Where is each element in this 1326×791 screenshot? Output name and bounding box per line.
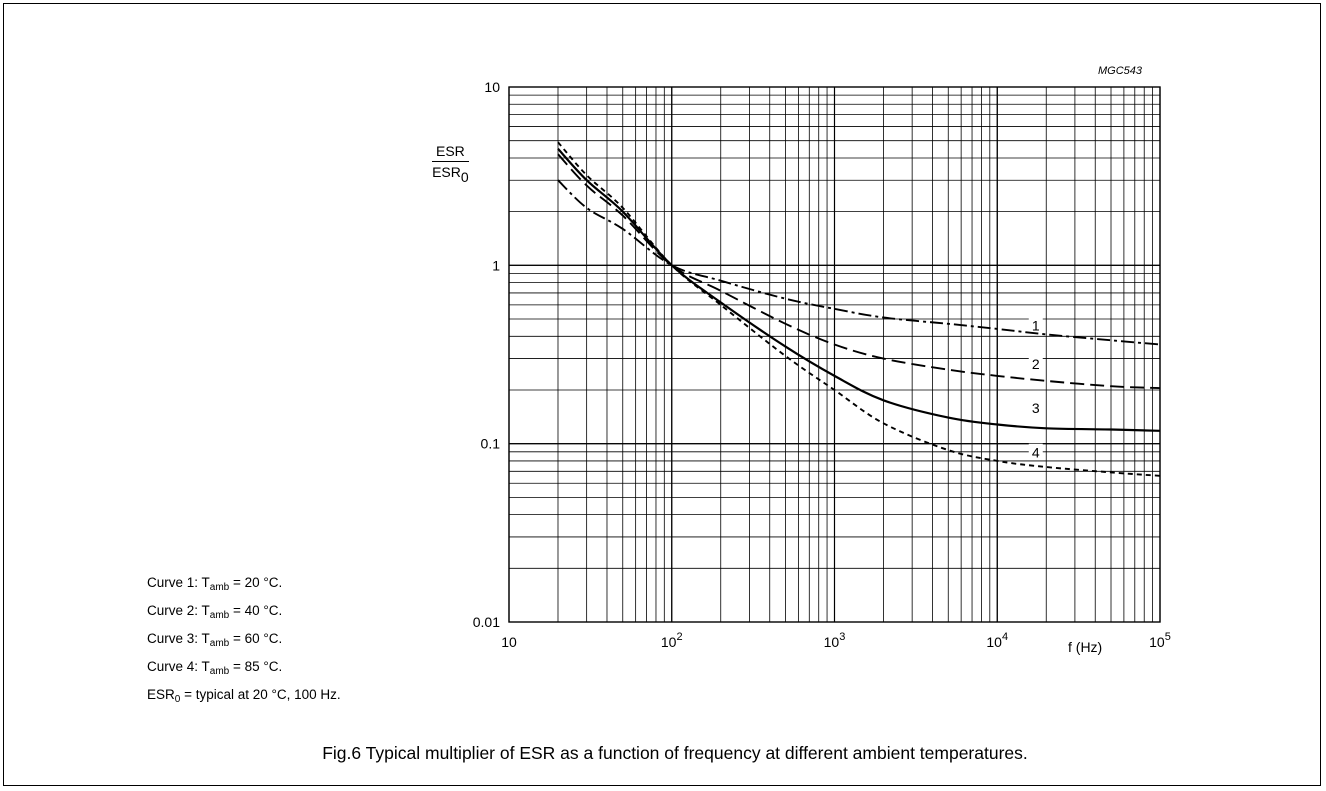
curve-label-4: 4 bbox=[1032, 445, 1040, 461]
x-tick-label: 10 bbox=[501, 634, 517, 650]
curve-note-1: Curve 1: Tamb = 20 °C. bbox=[147, 571, 341, 599]
curve-note-3-sub: amb bbox=[209, 638, 230, 649]
y-axis-label-numerator: ESR bbox=[432, 143, 469, 162]
curve-note-4-pre: Curve 4: T bbox=[147, 659, 210, 674]
curve-label-bg-2 bbox=[1028, 354, 1043, 370]
curve-2 bbox=[557, 153, 1161, 390]
x-tick-label: 105 bbox=[1149, 631, 1171, 650]
curve-note-1-post: = 20 °C. bbox=[229, 575, 283, 590]
y-tick-label: 10 bbox=[484, 79, 500, 95]
esr0-note-pre: ESR bbox=[147, 687, 175, 702]
curve-1 bbox=[557, 179, 1161, 346]
curve-label-1: 1 bbox=[1032, 317, 1040, 333]
curve-note-4: Curve 4: Tamb = 85 °C. bbox=[147, 655, 341, 683]
curve-3 bbox=[557, 148, 1161, 432]
curve-note-2: Curve 2: Tamb = 40 °C. bbox=[147, 599, 341, 627]
x-tick-label: 103 bbox=[824, 631, 846, 650]
x-tick-base: 10 bbox=[501, 634, 517, 650]
esr0-note-post: = typical at 20 °C, 100 Hz. bbox=[180, 687, 341, 702]
figure-caption: Fig.6 Typical multiplier of ESR as a fun… bbox=[322, 743, 1028, 763]
y-axis-label-denominator-text: ESR bbox=[432, 164, 461, 180]
curve-note-2-sub: amb bbox=[209, 610, 230, 621]
x-tick-exponent: 3 bbox=[839, 631, 845, 643]
y-tick-label: 1 bbox=[492, 257, 500, 273]
curve-label-bg-3 bbox=[1028, 399, 1043, 415]
x-tick-exponent: 2 bbox=[676, 631, 682, 643]
figure-code: MGC543 bbox=[1098, 65, 1143, 77]
x-tick-label: 102 bbox=[661, 631, 683, 650]
curve-note-2-pre: Curve 2: T bbox=[147, 603, 210, 618]
curve-note-1-sub: amb bbox=[209, 582, 230, 593]
y-axis-label-denominator: ESR0 bbox=[432, 162, 469, 185]
x-tick-base: 10 bbox=[1149, 634, 1165, 650]
esr0-note: ESR0 = typical at 20 °C, 100 Hz. bbox=[147, 683, 341, 711]
curve-notes: Curve 1: Tamb = 20 °C. Curve 2: Tamb = 4… bbox=[147, 571, 341, 711]
x-tick-exponent: 4 bbox=[1002, 631, 1008, 643]
curve-4 bbox=[557, 141, 1161, 477]
curve-note-2-post: = 40 °C. bbox=[229, 603, 283, 618]
curve-note-3-post: = 60 °C. bbox=[229, 631, 283, 646]
x-tick-label: 104 bbox=[986, 631, 1008, 650]
curve-note-4-post: = 85 °C. bbox=[229, 659, 283, 674]
curve-note-3: Curve 3: Tamb = 60 °C. bbox=[147, 627, 341, 655]
y-axis-label-denominator-sub: 0 bbox=[460, 169, 469, 185]
curve-note-4-sub: amb bbox=[209, 666, 230, 677]
y-axis-label: ESR ESR0 bbox=[432, 143, 469, 185]
curve-note-1-pre: Curve 1: T bbox=[147, 575, 210, 590]
curve-note-3-pre: Curve 3: T bbox=[147, 631, 210, 646]
curve-label-2: 2 bbox=[1032, 356, 1040, 372]
curves bbox=[557, 141, 1161, 477]
curve-label-3: 3 bbox=[1032, 400, 1040, 416]
y-tick-label: 0.1 bbox=[481, 436, 501, 452]
plot-frame bbox=[508, 86, 1161, 623]
x-tick-exponent: 5 bbox=[1165, 631, 1171, 643]
x-tick-base: 10 bbox=[824, 634, 840, 650]
x-tick-base: 10 bbox=[661, 634, 677, 650]
grid bbox=[508, 86, 1161, 623]
figure-frame bbox=[3, 3, 1321, 786]
x-axis-label: f (Hz) bbox=[1068, 639, 1103, 655]
y-tick-label: 0.01 bbox=[473, 614, 500, 630]
esr0-note-sub: 0 bbox=[174, 694, 181, 705]
curve-label-bg-1 bbox=[1028, 316, 1043, 332]
curve-label-bg-4 bbox=[1028, 443, 1043, 459]
x-tick-base: 10 bbox=[986, 634, 1002, 650]
